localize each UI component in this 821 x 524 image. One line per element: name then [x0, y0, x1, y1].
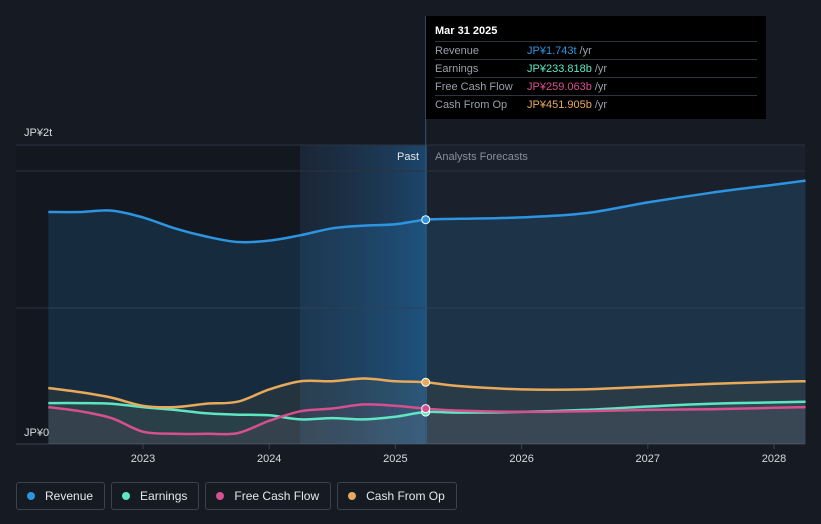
legend-label: Cash From Op: [366, 489, 445, 503]
legend-cash-from-op-button[interactable]: Cash From Op: [337, 482, 457, 510]
grid: [16, 144, 805, 445]
tooltip-unit: /yr: [594, 80, 608, 93]
y-label-top: JP¥2t: [24, 127, 52, 139]
series-lines: [48, 179, 806, 436]
x-tick-label: 2026: [509, 453, 533, 465]
past-label: Past: [397, 151, 419, 163]
legend-label: Revenue: [45, 489, 94, 503]
legend-label: Free Cash Flow: [234, 489, 320, 503]
tooltip: Mar 31 2025 Revenue JP¥1.743t /yr Earnin…: [426, 16, 766, 119]
earnings-dot-icon: [122, 492, 131, 500]
revenue-area: [48, 180, 806, 444]
free-cash-flow-dot-icon: [216, 492, 225, 500]
revenue-dot-icon: [27, 492, 35, 500]
tooltip-value: JP¥451.905b: [527, 98, 592, 111]
tooltip-label: Earnings: [435, 62, 479, 75]
legend-earnings-button[interactable]: Earnings: [111, 482, 200, 510]
tooltip-label: Revenue: [435, 44, 480, 57]
tooltip-label: Free Cash Flow: [435, 80, 513, 93]
tooltip-row-revenue: Revenue JP¥1.743t /yr: [435, 41, 757, 59]
cash-from-op-dot-icon: [348, 492, 357, 500]
legend: Revenue Earnings Free Cash Flow Cash Fro…: [16, 482, 457, 510]
past-shade: [16, 145, 300, 444]
cash-from-op-marker: [421, 377, 431, 387]
tooltip-date: Mar 31 2025: [435, 25, 498, 37]
x-tick-label: 2027: [636, 453, 660, 465]
tooltip-unit: /yr: [594, 62, 608, 75]
x-tick-label: 2024: [257, 453, 281, 465]
free-cash-flow-marker: [421, 404, 431, 414]
cash-from-op-line: [48, 377, 806, 409]
y-label-bottom: JP¥0: [24, 427, 49, 439]
tooltip-row-free-cash-flow: Free Cash Flow JP¥259.063b /yr: [435, 77, 757, 95]
revenue-marker: [421, 215, 431, 225]
tooltip-value: JP¥233.818b: [527, 62, 592, 75]
marker-points: [421, 215, 431, 417]
tooltip-row-earnings: Earnings JP¥233.818b /yr: [435, 59, 757, 77]
x-tick-label: 2025: [383, 453, 407, 465]
tooltip-unit: /yr: [579, 44, 592, 57]
highlight-band: [300, 145, 427, 444]
legend-revenue-button[interactable]: Revenue: [16, 482, 106, 510]
legend-label: Earnings: [140, 489, 188, 503]
tooltip-unit: /yr: [594, 98, 608, 111]
tooltip-row-cash-from-op: Cash From Op JP¥451.905b /yr: [435, 95, 757, 113]
forecast-label: Analysts Forecasts: [435, 151, 528, 163]
tooltip-value: JP¥1.743t: [527, 44, 577, 57]
x-tick-label: 2023: [131, 453, 155, 465]
x-tick-label: 2028: [762, 453, 786, 465]
tooltip-value: JP¥259.063b: [527, 80, 592, 93]
tooltip-label: Cash From Op: [435, 98, 508, 111]
x-axis-ticks: 2023 2024 2025 2026 2027 2028: [131, 444, 786, 465]
legend-free-cash-flow-button[interactable]: Free Cash Flow: [205, 482, 332, 510]
revenue-line: [48, 179, 806, 244]
free-cash-flow-line: [48, 403, 806, 436]
